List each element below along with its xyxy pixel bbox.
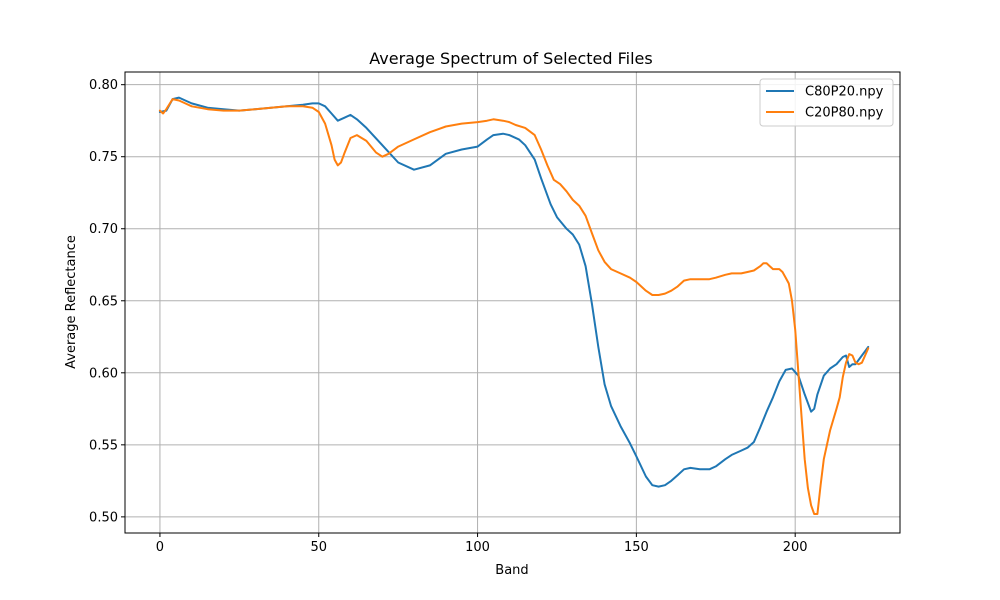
- legend: C80P20.npy C20P80.npy: [759, 78, 894, 127]
- series-layer: [158, 96, 870, 515]
- grid: [125, 72, 900, 533]
- x-axis-title: Band: [495, 563, 528, 578]
- x-tick-label: 0: [156, 540, 164, 555]
- y-tick-label: 0.70: [89, 222, 118, 237]
- x-tick-label: 50: [310, 540, 327, 555]
- y-tick-label: 0.80: [89, 78, 118, 93]
- y-axis-title: Average Reflectance: [64, 235, 79, 369]
- y-tick-label: 0.55: [89, 438, 118, 453]
- y-tick-label: 0.60: [89, 366, 118, 381]
- x-tick-label: 150: [624, 540, 649, 555]
- legend-label-1: C80P20.npy: [805, 85, 884, 100]
- legend-label-2: C20P80.npy: [805, 106, 884, 121]
- series-line-2: [158, 98, 870, 515]
- y-tick-label: 0.75: [89, 150, 118, 165]
- x-tick-label: 200: [783, 540, 808, 555]
- y-tick-label: 0.50: [89, 510, 118, 525]
- y-tick-label: 0.65: [89, 294, 118, 309]
- plot-area: [124, 71, 901, 534]
- axis-ticks: 0 50 100 150 200 0.50 0.55 0.60 0.65 0.70 0.75 0.80: [89, 78, 808, 555]
- series-line-1: [158, 96, 870, 488]
- chart-title: Average Spectrum of Selected Files: [369, 49, 652, 68]
- x-tick-label: 100: [465, 540, 490, 555]
